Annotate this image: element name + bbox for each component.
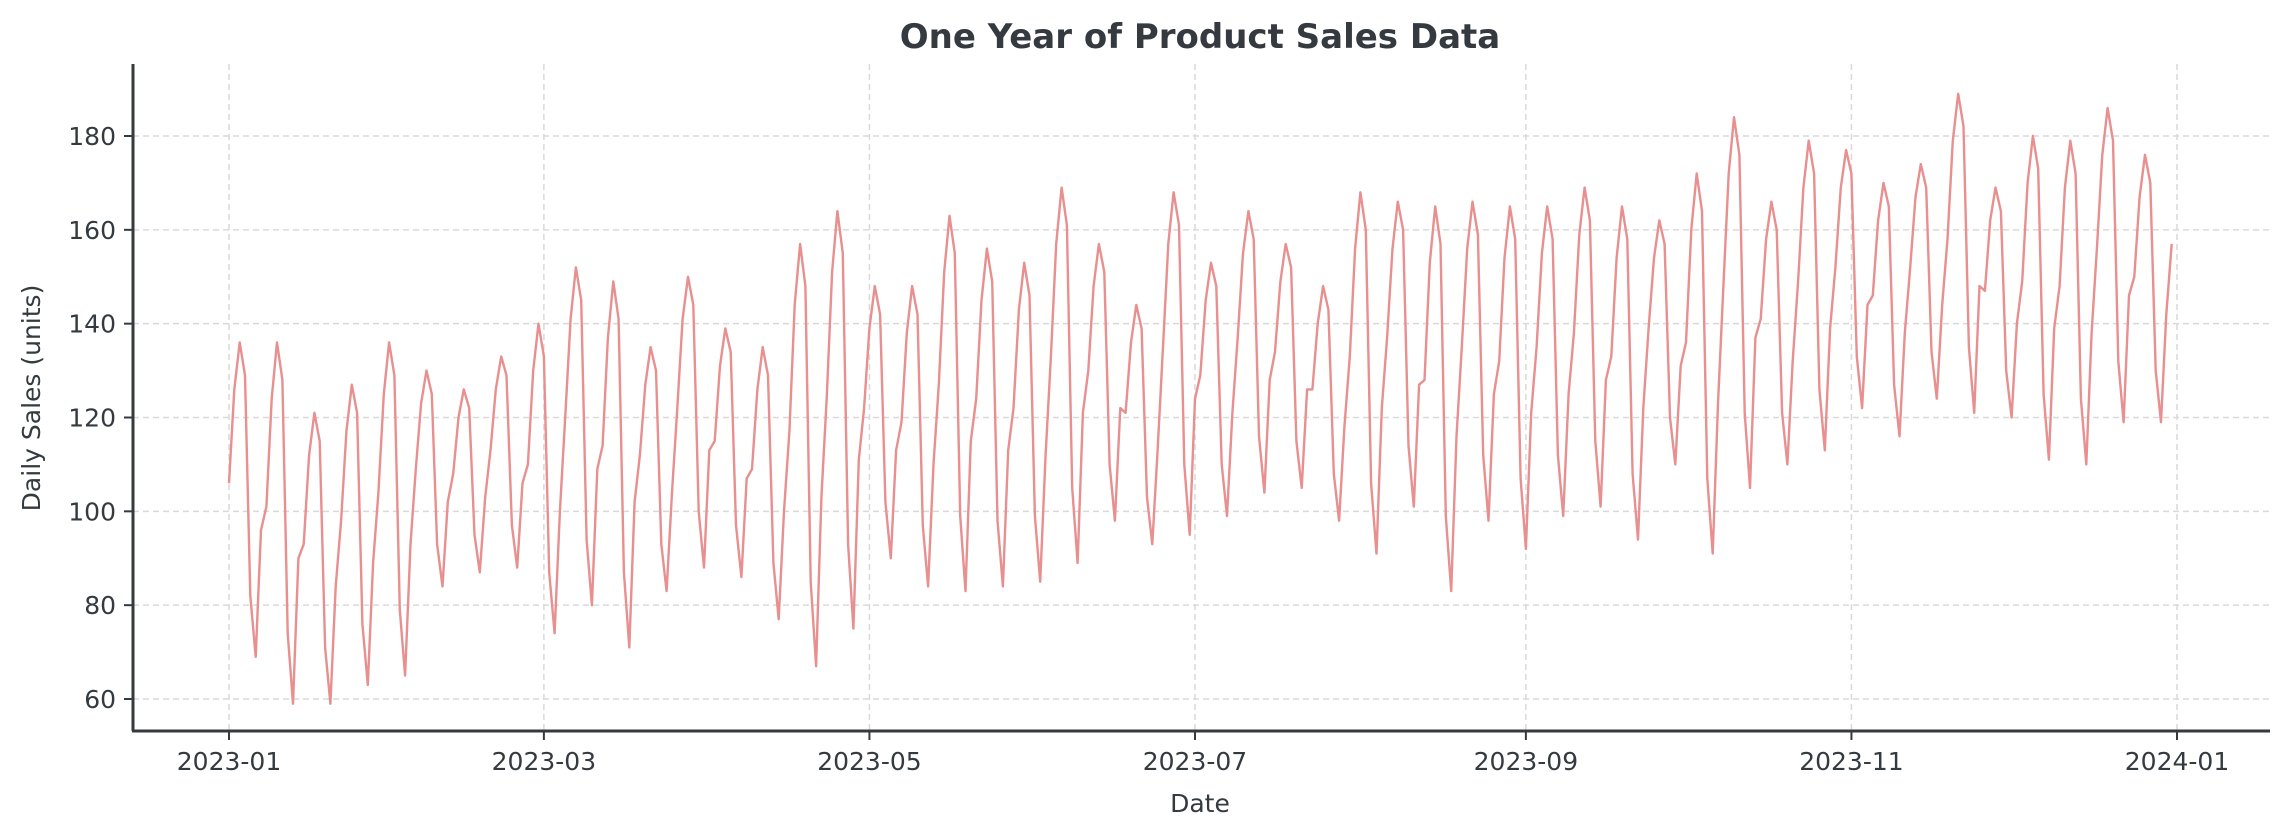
series-line-daily-sales (227, 92, 2173, 705)
y-tick-label: 160 (68, 216, 116, 245)
x-tick-label: 2024-01 (2125, 747, 2229, 776)
series-layer (227, 92, 2173, 705)
x-tick-label: 2023-05 (817, 747, 921, 776)
gridlines (133, 64, 2270, 731)
y-tick-label: 180 (68, 122, 116, 151)
y-ticks: 60 80 100 120 140 160 180 (68, 122, 133, 714)
y-tick-label: 120 (68, 404, 116, 433)
chart-title: One Year of Product Sales Data (900, 17, 1501, 57)
y-tick-label: 100 (68, 497, 116, 526)
y-tick-label: 60 (84, 685, 116, 714)
x-axis-label: Date (1170, 789, 1230, 818)
x-tick-label: 2023-09 (1474, 747, 1578, 776)
x-tick-label: 2023-11 (1799, 747, 1903, 776)
y-axis-label: Daily Sales (units) (17, 285, 46, 512)
y-tick-label: 140 (68, 310, 116, 339)
x-tick-label: 2023-07 (1143, 747, 1247, 776)
x-tick-label: 2023-03 (492, 747, 596, 776)
x-ticks: 2023-01 2023-03 2023-05 2023-07 2023-09 2023-… (177, 731, 2229, 776)
x-tick-label: 2023-01 (177, 747, 281, 776)
y-tick-label: 80 (84, 591, 116, 620)
